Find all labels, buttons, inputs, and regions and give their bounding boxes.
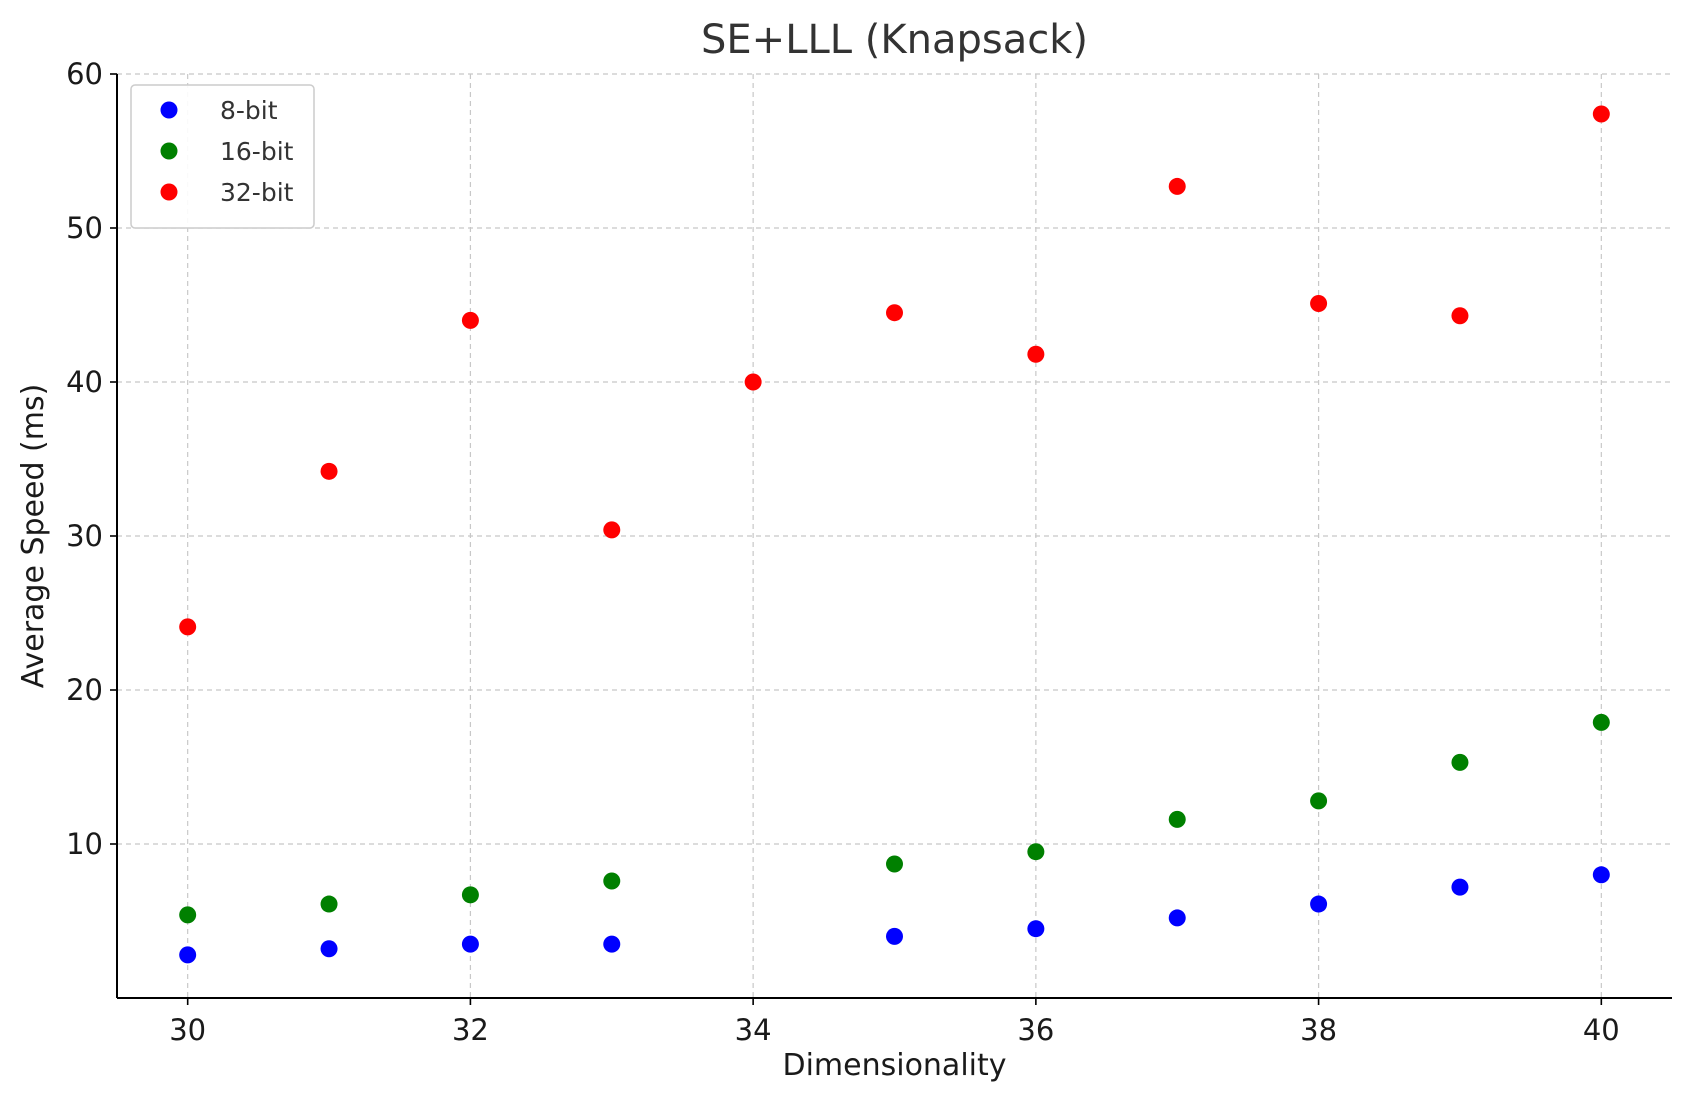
x-tick-label: 30 xyxy=(169,1013,206,1047)
y-tick-label: 20 xyxy=(66,673,103,707)
data-point xyxy=(1168,909,1186,927)
data-point xyxy=(1168,177,1186,195)
y-tick-label: 10 xyxy=(66,827,103,861)
data-point xyxy=(1592,105,1610,123)
x-tick-label: 40 xyxy=(1583,1013,1620,1047)
legend-label: 32-bit xyxy=(220,178,294,207)
data-point xyxy=(1310,895,1328,913)
series-8-bit xyxy=(179,866,1610,964)
data-point xyxy=(179,946,197,964)
data-point xyxy=(320,940,338,958)
x-tick-label: 38 xyxy=(1300,1013,1337,1047)
legend-marker xyxy=(160,183,178,201)
data-point xyxy=(320,895,338,913)
x-tick-label: 34 xyxy=(735,1013,772,1047)
grid xyxy=(117,73,1672,998)
x-tick-label: 32 xyxy=(452,1013,489,1047)
data-point xyxy=(461,935,479,953)
data-point xyxy=(179,906,197,924)
data-point xyxy=(603,935,621,953)
series-16-bit xyxy=(179,713,1610,924)
series-32-bit xyxy=(179,105,1610,636)
data-point xyxy=(1168,810,1186,828)
legend-marker xyxy=(160,101,178,119)
data-point xyxy=(1451,307,1469,325)
data-point xyxy=(603,872,621,890)
x-tick-label: 36 xyxy=(1017,1013,1054,1047)
y-tick-label: 50 xyxy=(66,211,103,245)
data-point xyxy=(320,462,338,480)
data-point xyxy=(886,927,903,945)
data-point xyxy=(1451,878,1469,896)
data-point xyxy=(886,304,903,322)
data-point xyxy=(1027,920,1045,938)
data-point xyxy=(1027,843,1045,861)
data-point xyxy=(1592,713,1610,731)
data-point xyxy=(1451,753,1469,771)
legend: 8-bit 16-bit 32-bit xyxy=(130,84,315,229)
y-axis-title: Average Speed (ms) xyxy=(16,384,51,689)
ticks: 30 32 34 36 38 40 10 20 30 40 50 60 xyxy=(66,57,1620,1047)
data-point xyxy=(744,373,762,391)
y-tick-label: 60 xyxy=(66,57,103,91)
legend-label: 8-bit xyxy=(220,96,278,125)
x-axis-title: Dimensionality xyxy=(782,1048,1006,1083)
chart-title: SE+LLL (Knapsack) xyxy=(701,17,1088,63)
data-point xyxy=(1027,345,1045,363)
y-tick-label: 30 xyxy=(66,519,103,553)
legend-marker xyxy=(160,142,178,160)
data-point xyxy=(1310,792,1328,810)
data-point xyxy=(886,855,903,873)
data-point xyxy=(179,618,197,636)
data-point xyxy=(461,886,479,904)
data-point xyxy=(603,521,621,539)
data-point xyxy=(1310,294,1328,312)
y-tick-label: 40 xyxy=(66,365,103,399)
data-point xyxy=(1592,866,1610,884)
data-points xyxy=(179,105,1610,964)
data-point xyxy=(461,311,479,329)
legend-label: 16-bit xyxy=(220,137,294,166)
